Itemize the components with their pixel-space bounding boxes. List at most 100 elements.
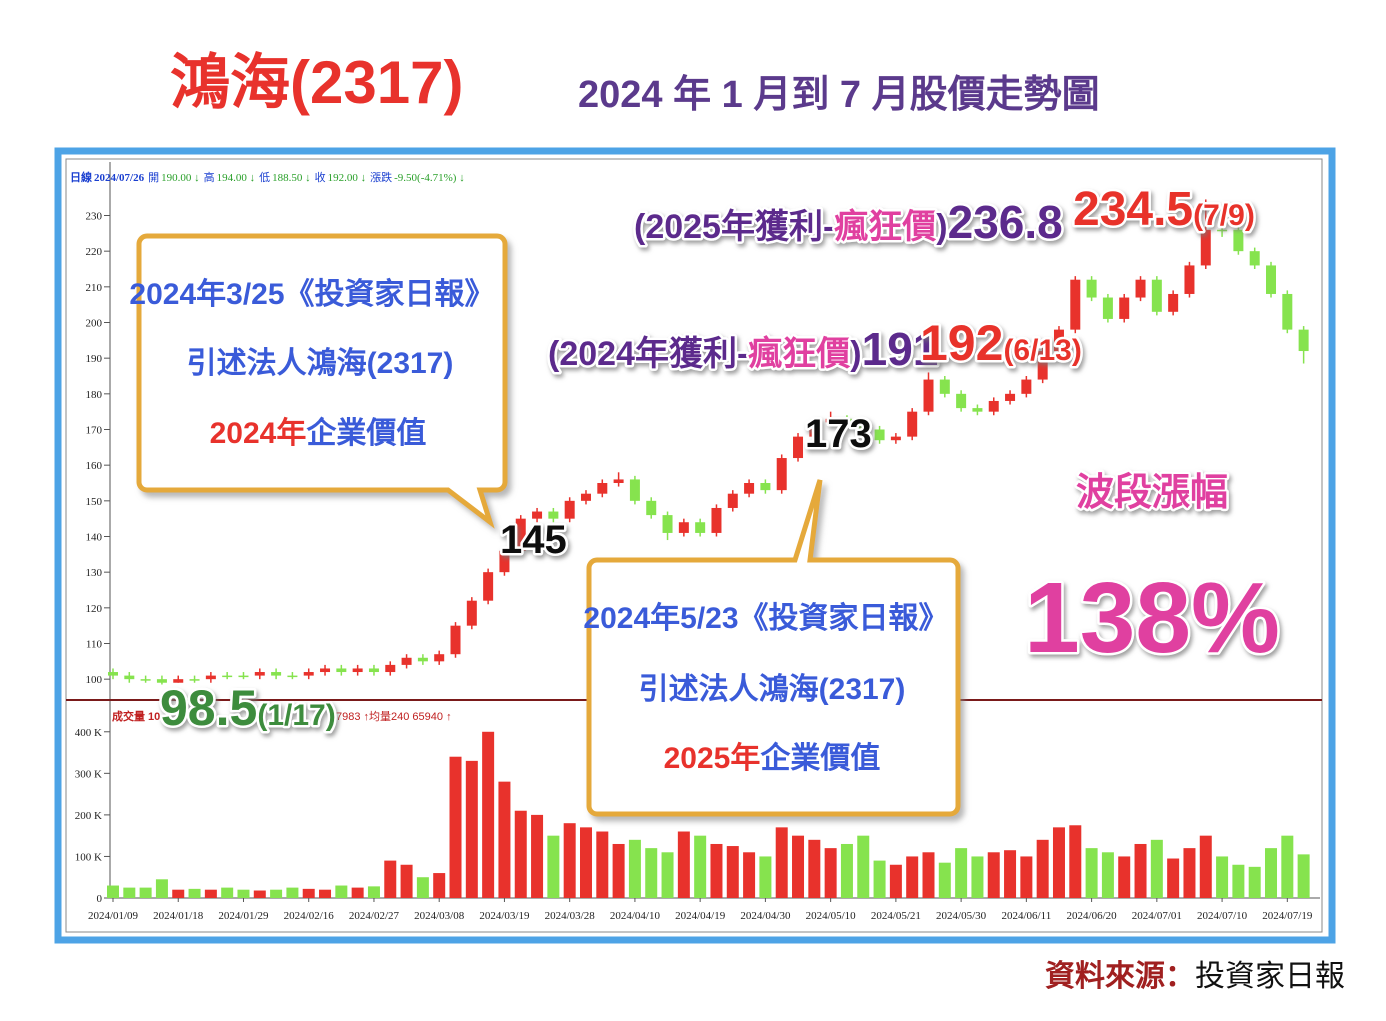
volume-bar bbox=[514, 810, 527, 898]
volume-bar bbox=[416, 877, 429, 898]
volume-tick-label: 100 K bbox=[75, 851, 102, 863]
volume-bar bbox=[1150, 839, 1163, 898]
volume-bar bbox=[1167, 858, 1180, 898]
volume-bar bbox=[204, 889, 217, 898]
box-year: 2024年 bbox=[210, 417, 307, 450]
volume-bar bbox=[840, 843, 853, 898]
candle-body bbox=[515, 518, 526, 551]
candle-body bbox=[744, 483, 755, 494]
volume-bar bbox=[775, 827, 788, 898]
box-text: 2024年企業價值 bbox=[210, 416, 427, 450]
candle-body bbox=[597, 483, 608, 494]
x-tick-label: 2024/05/21 bbox=[871, 910, 921, 922]
info-item: 低 bbox=[259, 171, 270, 184]
volume-bar bbox=[1281, 835, 1294, 898]
profit-text: ) bbox=[936, 208, 947, 246]
volume-bar bbox=[400, 864, 413, 898]
plot: 100 110 120 130 140 150 160 170 180 190 200 210 220 2… bbox=[75, 199, 1313, 922]
candle-body bbox=[434, 654, 445, 662]
candle-body bbox=[1037, 351, 1048, 380]
candle-body bbox=[629, 479, 640, 501]
info-item: -9.50(-4.71%) ↓ bbox=[394, 172, 465, 184]
info-line: 日線 2024/07/26 開 190.00 ↓ 高 194.00 ↓ 低 188.50 ↓ 收… bbox=[70, 170, 465, 184]
info-item: 190.00 ↓ bbox=[161, 172, 200, 184]
volume-bar bbox=[1265, 848, 1278, 898]
volume-info: 7983 ↑均量240 65940 ↑ bbox=[336, 710, 452, 723]
callout-date: (7/9) bbox=[1193, 199, 1255, 232]
volume-bar bbox=[465, 760, 478, 898]
volume-bar bbox=[612, 843, 625, 898]
volume-bar bbox=[433, 873, 446, 898]
volume-bar bbox=[743, 852, 756, 898]
volume-bar bbox=[286, 887, 299, 898]
source: 資料來源：投資家日報 bbox=[1045, 960, 1345, 993]
volume-bar bbox=[1020, 856, 1033, 898]
volume-bar bbox=[351, 887, 364, 898]
candle-body bbox=[923, 379, 934, 412]
candle-body bbox=[580, 493, 591, 501]
candle-body bbox=[646, 500, 657, 516]
volume-bar bbox=[1248, 866, 1261, 898]
volume-bar bbox=[677, 831, 690, 898]
volume-bar bbox=[824, 848, 837, 898]
candle-body bbox=[336, 668, 347, 673]
volume-bar bbox=[759, 856, 772, 898]
volume-bar bbox=[384, 860, 397, 898]
volume-bar bbox=[906, 856, 919, 898]
candle-body bbox=[385, 664, 396, 673]
box-word: 企業價值 bbox=[760, 741, 880, 775]
candle-body bbox=[254, 672, 265, 676]
callout: (2024年獲利-瘋狂價)191 bbox=[548, 323, 938, 375]
volume-bar bbox=[270, 889, 283, 898]
candle-body bbox=[678, 522, 689, 533]
x-tick-label: 2024/07/19 bbox=[1262, 910, 1313, 922]
volume-bar bbox=[1036, 839, 1049, 898]
candle-body bbox=[368, 668, 379, 673]
candle-body bbox=[303, 672, 314, 676]
candle-body bbox=[417, 657, 428, 662]
volume-bar bbox=[579, 827, 592, 898]
volume-tick-label: 300 K bbox=[75, 768, 102, 780]
x-tick-label: 2024/07/01 bbox=[1132, 910, 1182, 922]
callout: 192(6/13) bbox=[920, 315, 1082, 371]
candle-body bbox=[271, 672, 282, 676]
annotation-box: 2024年3/25《投資家日報》 引述法人鴻海(2317) 2024年企業價值 bbox=[129, 233, 508, 529]
x-tick-label: 2024/05/10 bbox=[806, 910, 857, 922]
y-tick-label: 150 bbox=[86, 496, 103, 508]
callout: 98.5(1/17) bbox=[160, 680, 336, 736]
box-year: 2025年 bbox=[664, 742, 761, 775]
candle-body bbox=[695, 522, 706, 533]
volume-bar bbox=[253, 890, 266, 898]
candle-body bbox=[1135, 279, 1146, 298]
candle-body bbox=[890, 436, 901, 441]
volume-bar bbox=[563, 823, 576, 898]
volume-bar bbox=[482, 731, 495, 898]
y-tick-label: 170 bbox=[86, 425, 103, 437]
candle-body bbox=[205, 675, 216, 680]
volume-bar bbox=[710, 843, 723, 898]
candle-body bbox=[939, 379, 950, 394]
candle-body bbox=[1217, 229, 1228, 232]
inner-frame bbox=[65, 158, 1323, 933]
y-tick-label: 190 bbox=[86, 353, 103, 365]
volume-bar bbox=[1199, 835, 1212, 898]
volume-bar bbox=[172, 889, 185, 898]
x-tick-label: 2024/01/18 bbox=[153, 910, 204, 922]
candle-body bbox=[711, 507, 722, 533]
source-label: 資料來源： bbox=[1045, 960, 1195, 993]
y-tick-label: 230 bbox=[86, 211, 103, 223]
x-tick-label: 2024/03/28 bbox=[545, 910, 596, 922]
candle-body bbox=[532, 511, 543, 519]
x-tick-label: 2024/01/29 bbox=[218, 910, 269, 922]
volume-bar bbox=[1183, 848, 1196, 898]
callout: (2025年獲利-瘋狂價)236.8 bbox=[634, 196, 1063, 248]
candle-body bbox=[401, 657, 412, 665]
volume-bar bbox=[319, 889, 332, 898]
candle-body bbox=[1070, 279, 1081, 330]
callout: 234.5(7/9) bbox=[1073, 183, 1255, 236]
candle-body bbox=[1086, 279, 1097, 298]
profit-text: (2024年獲利- bbox=[548, 335, 748, 373]
volume-bar bbox=[1118, 856, 1131, 898]
profit-value: 236.8 bbox=[948, 196, 1063, 248]
candle-body bbox=[189, 679, 200, 681]
